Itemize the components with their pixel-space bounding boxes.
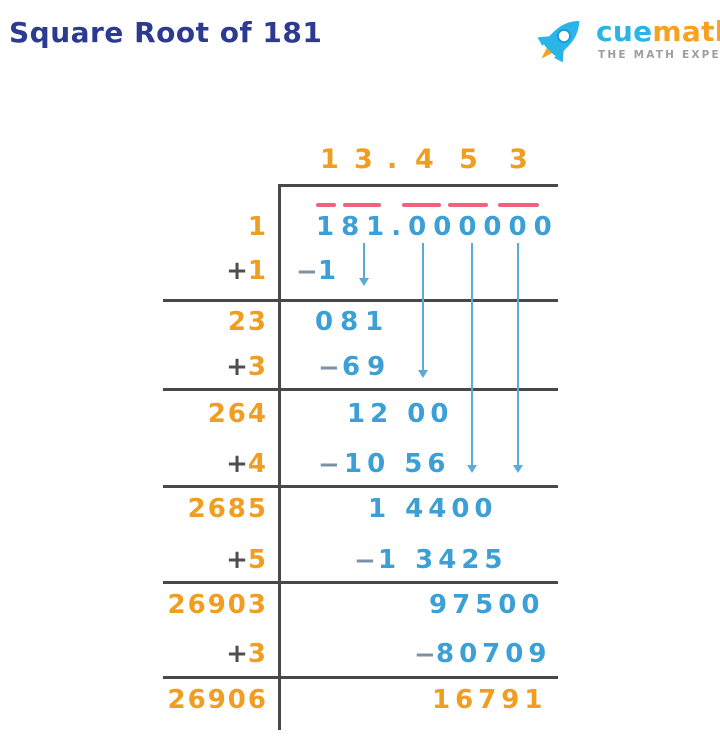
radicand: 181.000000: [316, 212, 559, 242]
quotient-digit: 3: [354, 144, 373, 175]
page-title: Square Root of 181: [9, 16, 323, 49]
brand-tagline: THE MATH EXPERT: [598, 49, 720, 61]
minus-sign: −: [354, 546, 376, 576]
quotient-digit: 1: [320, 144, 339, 175]
quotient-decimal-point: .: [387, 144, 398, 175]
step-divider-line: [163, 388, 558, 391]
partial-dividend: 12 00: [347, 399, 454, 429]
pair-overbar: [402, 203, 441, 207]
divisor: 26903: [167, 590, 268, 620]
bracket-top-line: [280, 184, 558, 187]
quotient-digit: 3: [509, 144, 528, 175]
rocket-icon: [537, 20, 580, 63]
brand-wordmark: cuemath: [596, 18, 720, 46]
subtrahend: 10 56: [344, 449, 451, 479]
bracket-vertical-line: [278, 184, 281, 730]
subtrahend: 1: [318, 256, 344, 286]
brand-math: math: [652, 15, 720, 48]
pair-overbar: [448, 203, 488, 207]
partial-dividend: 97500: [429, 590, 545, 620]
subtrahend: 69: [342, 352, 393, 382]
plus-sign: +: [226, 545, 248, 575]
bring-down-arrow: [359, 243, 369, 286]
divisor: 264: [207, 399, 268, 429]
step-divider-line: [163, 676, 558, 679]
minus-sign: −: [318, 450, 340, 480]
pair-overbar: [498, 203, 539, 207]
plus-sign: +: [226, 256, 248, 286]
partial-dividend: 1 4400: [368, 494, 498, 524]
cuemath-logo: cuemath THE MATH EXPERT: [534, 8, 720, 66]
divisor-increment: +1: [226, 256, 268, 286]
bring-down-arrow: [513, 243, 523, 473]
brand-cue: cue: [596, 15, 653, 48]
subtrahend: 80709: [436, 639, 552, 669]
divisor: 2685: [187, 494, 268, 524]
minus-sign: −: [414, 640, 436, 670]
divisor: 1: [247, 212, 268, 242]
quotient-digit: 5: [459, 144, 478, 175]
minus-sign: −: [296, 257, 318, 287]
divisor: 26906: [167, 685, 268, 715]
step-divider-line: [163, 485, 558, 488]
step-divider-line: [163, 299, 558, 302]
quotient-digit: 4: [415, 144, 434, 175]
subtrahend: 1 3425: [378, 545, 508, 575]
plus-sign: +: [226, 639, 248, 669]
divisor-increment: +3: [226, 639, 268, 669]
step-divider-line: [163, 581, 558, 584]
final-remainder: 16791: [432, 685, 548, 715]
divisor-increment: +4: [226, 449, 268, 479]
pair-overbar: [316, 203, 336, 207]
divisor-increment: +3: [226, 352, 268, 382]
divisor: 23: [227, 307, 268, 337]
plus-sign: +: [226, 449, 248, 479]
bring-down-arrow: [467, 243, 477, 473]
partial-dividend: 081: [315, 307, 391, 337]
minus-sign: −: [318, 353, 340, 383]
plus-sign: +: [226, 352, 248, 382]
bring-down-arrow: [418, 243, 428, 378]
pair-overbar: [343, 203, 381, 207]
divisor-increment: +5: [226, 545, 268, 575]
